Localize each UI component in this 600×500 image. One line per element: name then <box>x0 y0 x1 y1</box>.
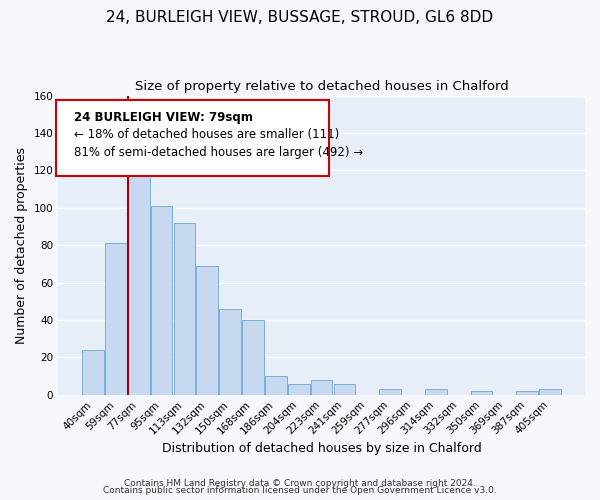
Bar <box>219 308 241 394</box>
Bar <box>82 350 104 395</box>
Text: Contains HM Land Registry data © Crown copyright and database right 2024.: Contains HM Land Registry data © Crown c… <box>124 478 476 488</box>
Bar <box>265 376 287 394</box>
FancyBboxPatch shape <box>56 100 329 176</box>
Bar <box>288 384 310 394</box>
Text: Contains public sector information licensed under the Open Government Licence v3: Contains public sector information licen… <box>103 486 497 495</box>
Bar <box>379 389 401 394</box>
Y-axis label: Number of detached properties: Number of detached properties <box>15 146 28 344</box>
Bar <box>334 384 355 394</box>
Bar <box>105 244 127 394</box>
Bar <box>128 166 149 394</box>
Bar <box>517 391 538 394</box>
Text: 24 BURLEIGH VIEW: 79sqm: 24 BURLEIGH VIEW: 79sqm <box>74 110 253 124</box>
Text: 24, BURLEIGH VIEW, BUSSAGE, STROUD, GL6 8DD: 24, BURLEIGH VIEW, BUSSAGE, STROUD, GL6 … <box>106 10 494 25</box>
Bar <box>425 389 447 394</box>
Bar <box>173 222 195 394</box>
Bar <box>471 391 493 394</box>
Bar <box>242 320 264 394</box>
Text: 81% of semi-detached houses are larger (492) →: 81% of semi-detached houses are larger (… <box>74 146 363 160</box>
Title: Size of property relative to detached houses in Chalford: Size of property relative to detached ho… <box>135 80 508 93</box>
Bar <box>311 380 332 394</box>
Bar <box>539 389 561 394</box>
Bar <box>151 206 172 394</box>
X-axis label: Distribution of detached houses by size in Chalford: Distribution of detached houses by size … <box>162 442 481 455</box>
Bar <box>196 266 218 394</box>
Text: ← 18% of detached houses are smaller (111): ← 18% of detached houses are smaller (11… <box>74 128 339 141</box>
